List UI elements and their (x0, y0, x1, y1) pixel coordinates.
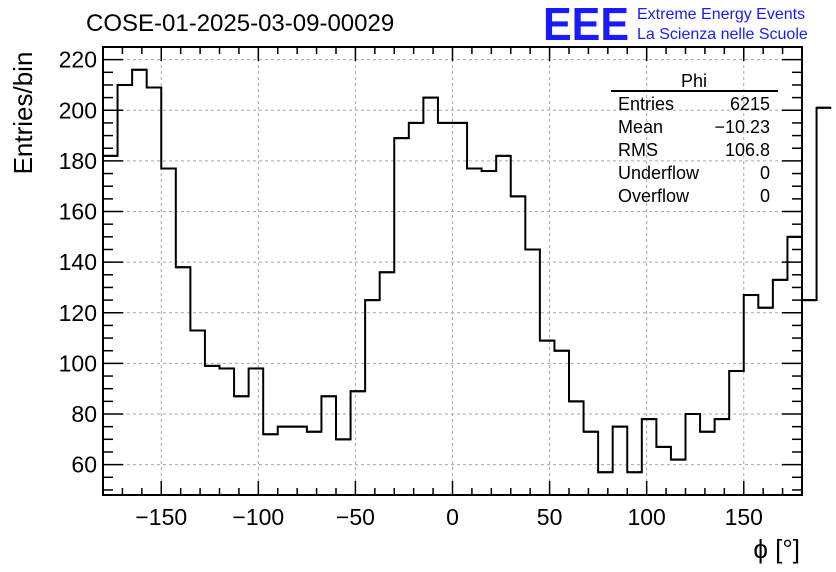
y-tick-label: 100 (59, 350, 97, 376)
y-axis-label: Entries/bin (8, 52, 38, 175)
stats-rms-value: 106.8 (725, 140, 770, 160)
y-tick-labels: 60 80 100 120 140 160 180 200 220 (59, 47, 97, 478)
eee-logo-mark: EEE (543, 0, 629, 50)
eee-logo: EEE Extreme Energy Events La Scienza nel… (543, 0, 808, 50)
x-tick-label: 150 (725, 504, 763, 530)
y-tick-label: 200 (59, 97, 97, 123)
y-tick-label: 160 (59, 199, 97, 225)
y-tick-label: 220 (59, 47, 97, 73)
stats-underflow-label: Underflow (618, 163, 700, 183)
stats-overflow-label: Overflow (618, 186, 690, 206)
stats-underflow-value: 0 (760, 163, 770, 183)
run-title: COSE-01-2025-03-09-00029 (86, 10, 394, 37)
stats-entries-value: 6215 (730, 94, 770, 114)
stats-rms-label: RMS (618, 140, 658, 160)
stats-box: Phi Entries 6215 Mean −10.23 RMS 106.8 U… (611, 71, 778, 206)
axis-ticks (102, 47, 803, 495)
grid-lines (103, 47, 802, 495)
x-tick-label: 50 (537, 504, 563, 530)
logo-line-1: Extreme Energy Events (637, 6, 805, 23)
histogram-bins (103, 68, 832, 474)
y-tick-label: 180 (59, 148, 97, 174)
stats-mean-value: −10.23 (714, 117, 770, 137)
x-tick-label: 100 (627, 504, 665, 530)
x-tick-label: −100 (232, 504, 284, 530)
y-tick-label: 140 (59, 249, 97, 275)
x-tick-label: 0 (446, 504, 459, 530)
stats-entries-label: Entries (618, 94, 674, 114)
stats-overflow-value: 0 (760, 186, 770, 206)
logo-line-2: La Scienza nelle Scuole (637, 26, 808, 43)
y-tick-label: 80 (71, 401, 97, 427)
y-tick-label: 120 (59, 300, 97, 326)
x-tick-labels: −150 −100 −50 0 50 100 150 (135, 504, 763, 530)
x-tick-label: −150 (135, 504, 187, 530)
x-axis-label: ϕ [°] (753, 534, 800, 564)
y-tick-label: 60 (71, 452, 97, 478)
stats-box-title: Phi (681, 71, 707, 91)
x-tick-label: −50 (336, 504, 375, 530)
stats-mean-label: Mean (618, 117, 663, 137)
